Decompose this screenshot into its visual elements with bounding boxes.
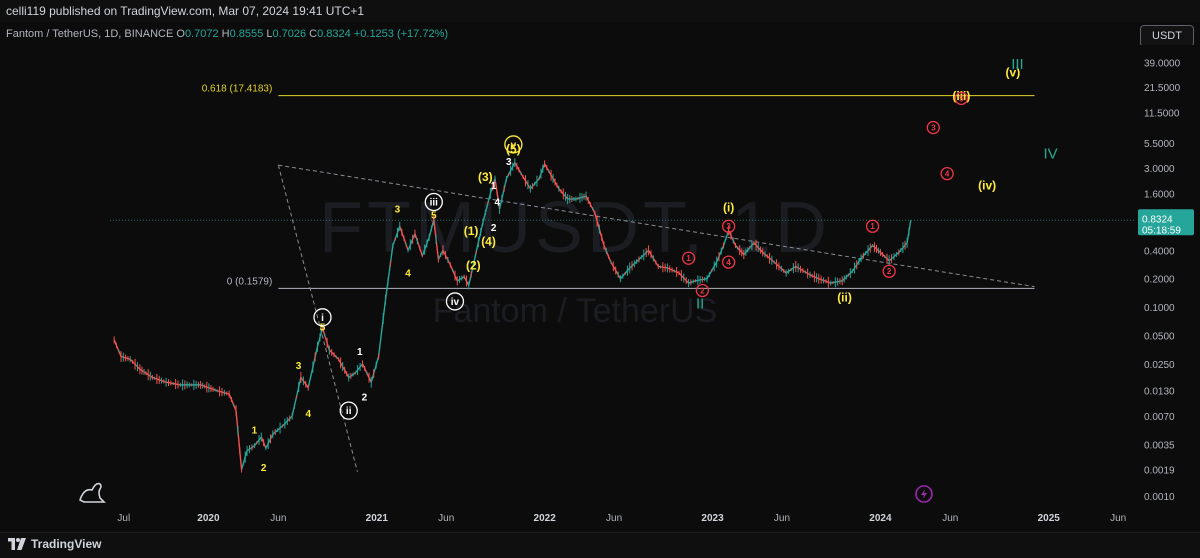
low-key: L bbox=[266, 28, 273, 40]
tradingview-brand: TradingView bbox=[31, 537, 102, 551]
publisher-text: celli119 published on TradingView.com, M… bbox=[6, 4, 365, 18]
tradingview-logo-icon bbox=[8, 538, 26, 550]
chart-area[interactable] bbox=[0, 22, 1200, 532]
open-key: O bbox=[176, 28, 185, 40]
tradingview-logo[interactable]: TradingView bbox=[8, 537, 101, 551]
close-value: 0.8324 bbox=[317, 28, 351, 40]
currency-button[interactable]: USDT bbox=[1140, 25, 1194, 47]
high-value: 0.8555 bbox=[229, 28, 264, 40]
close-key: C bbox=[309, 28, 318, 40]
open-value: 0.7072 bbox=[184, 28, 219, 40]
change-value: +0.1253 (+17.72%) bbox=[353, 28, 449, 40]
footer-bar bbox=[0, 532, 1200, 558]
publisher-bar: celli119 published on TradingView.com, M… bbox=[0, 0, 1200, 22]
symbol-label: Fantom / TetherUS, 1D, BINANCE bbox=[6, 28, 174, 40]
legend-line: Fantom / TetherUS, 1D, BINANCE O0.7072 H… bbox=[6, 28, 448, 40]
low-value: 0.7026 bbox=[272, 28, 307, 40]
high-key: H bbox=[221, 28, 230, 40]
